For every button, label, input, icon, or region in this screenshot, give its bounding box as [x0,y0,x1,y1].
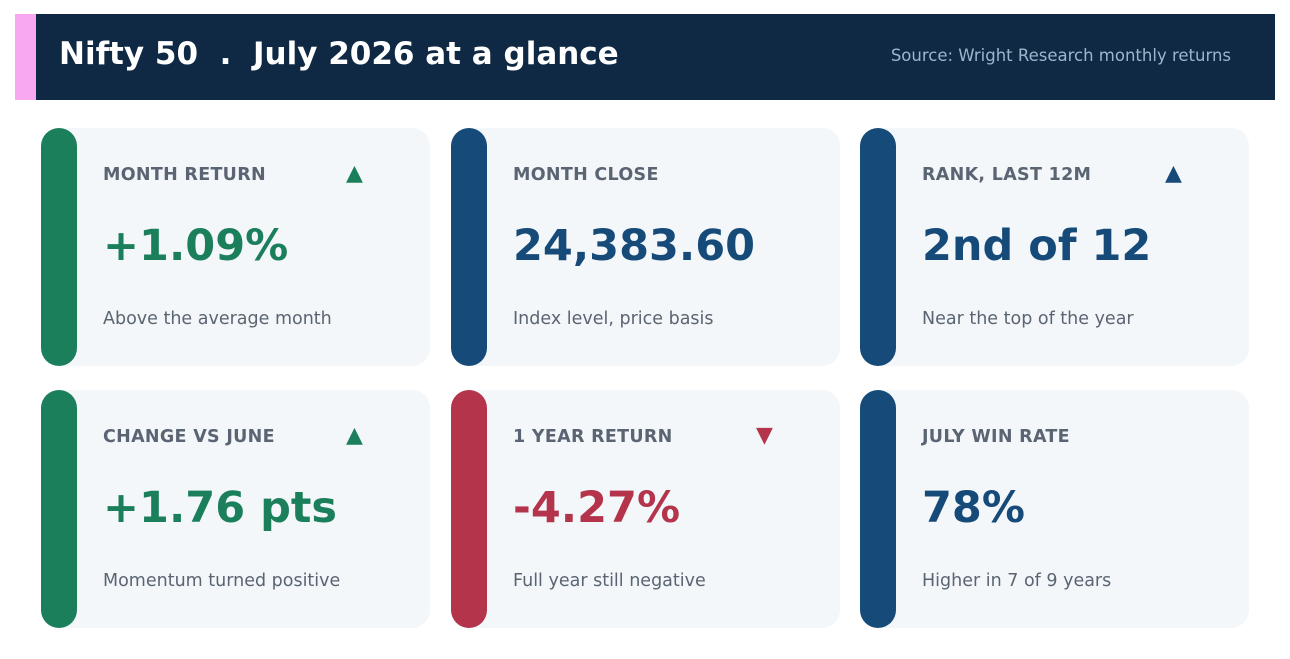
kpi-card-accent-bar [451,128,487,366]
kpi-card-label: JULY WIN RATE [922,427,1070,447]
kpi-card-value: 24,383.60 [513,221,756,271]
kpi-card-accent-bar [41,390,77,628]
kpi-card-value: +1.09% [103,221,289,271]
kpi-card-subtext: Index level, price basis [513,309,714,329]
page-title: Nifty 50 . July 2026 at a glance [59,36,619,72]
kpi-card: CHANGE VS JUNE ▲ +1.76 pts Momentum turned … [41,390,430,628]
kpi-card-label: MONTH CLOSE [513,165,659,185]
kpi-card: MONTH RETURN ▲ +1.09% Above the average mon… [41,128,430,366]
kpi-card-subtext: Near the top of the year [922,309,1134,329]
kpi-card-subtext: Higher in 7 of 9 years [922,571,1112,591]
header-banner: Nifty 50 . July 2026 at a glance Source:… [15,14,1275,100]
header-accent-strip [15,14,36,100]
kpi-card: MONTH CLOSE 24,383.60 Index level, price b… [451,128,840,366]
triangle-up-icon: ▲ [346,423,363,448]
triangle-up-icon: ▲ [1165,161,1182,186]
kpi-card: RANK, LAST 12M ▲ 2nd of 12 Near the top of … [860,128,1249,366]
triangle-down-icon: ▼ [756,423,773,448]
source-note: Source: Wright Research monthly returns [890,46,1231,65]
kpi-card-value: -4.27% [513,483,681,533]
kpi-card-subtext: Full year still negative [513,571,706,591]
kpi-card-accent-bar [860,390,896,628]
kpi-card-subtext: Momentum turned positive [103,571,341,591]
kpi-card-accent-bar [41,128,77,366]
kpi-card-value: 2nd of 12 [922,221,1152,271]
kpi-card-subtext: Above the average month [103,309,332,329]
kpi-card: 1 YEAR RETURN ▼ -4.27% Full year still nega… [451,390,840,628]
kpi-card-label: MONTH RETURN [103,165,266,185]
kpi-card-value: 78% [922,483,1025,533]
kpi-card: JULY WIN RATE 78% Higher in 7 of 9 years [860,390,1249,628]
kpi-card-label: 1 YEAR RETURN [513,427,673,447]
kpi-card-value: +1.76 pts [103,483,338,533]
kpi-card-label: RANK, LAST 12M [922,165,1092,185]
kpi-card-accent-bar [451,390,487,628]
triangle-up-icon: ▲ [346,161,363,186]
kpi-card-accent-bar [860,128,896,366]
kpi-card-label: CHANGE VS JUNE [103,427,275,447]
